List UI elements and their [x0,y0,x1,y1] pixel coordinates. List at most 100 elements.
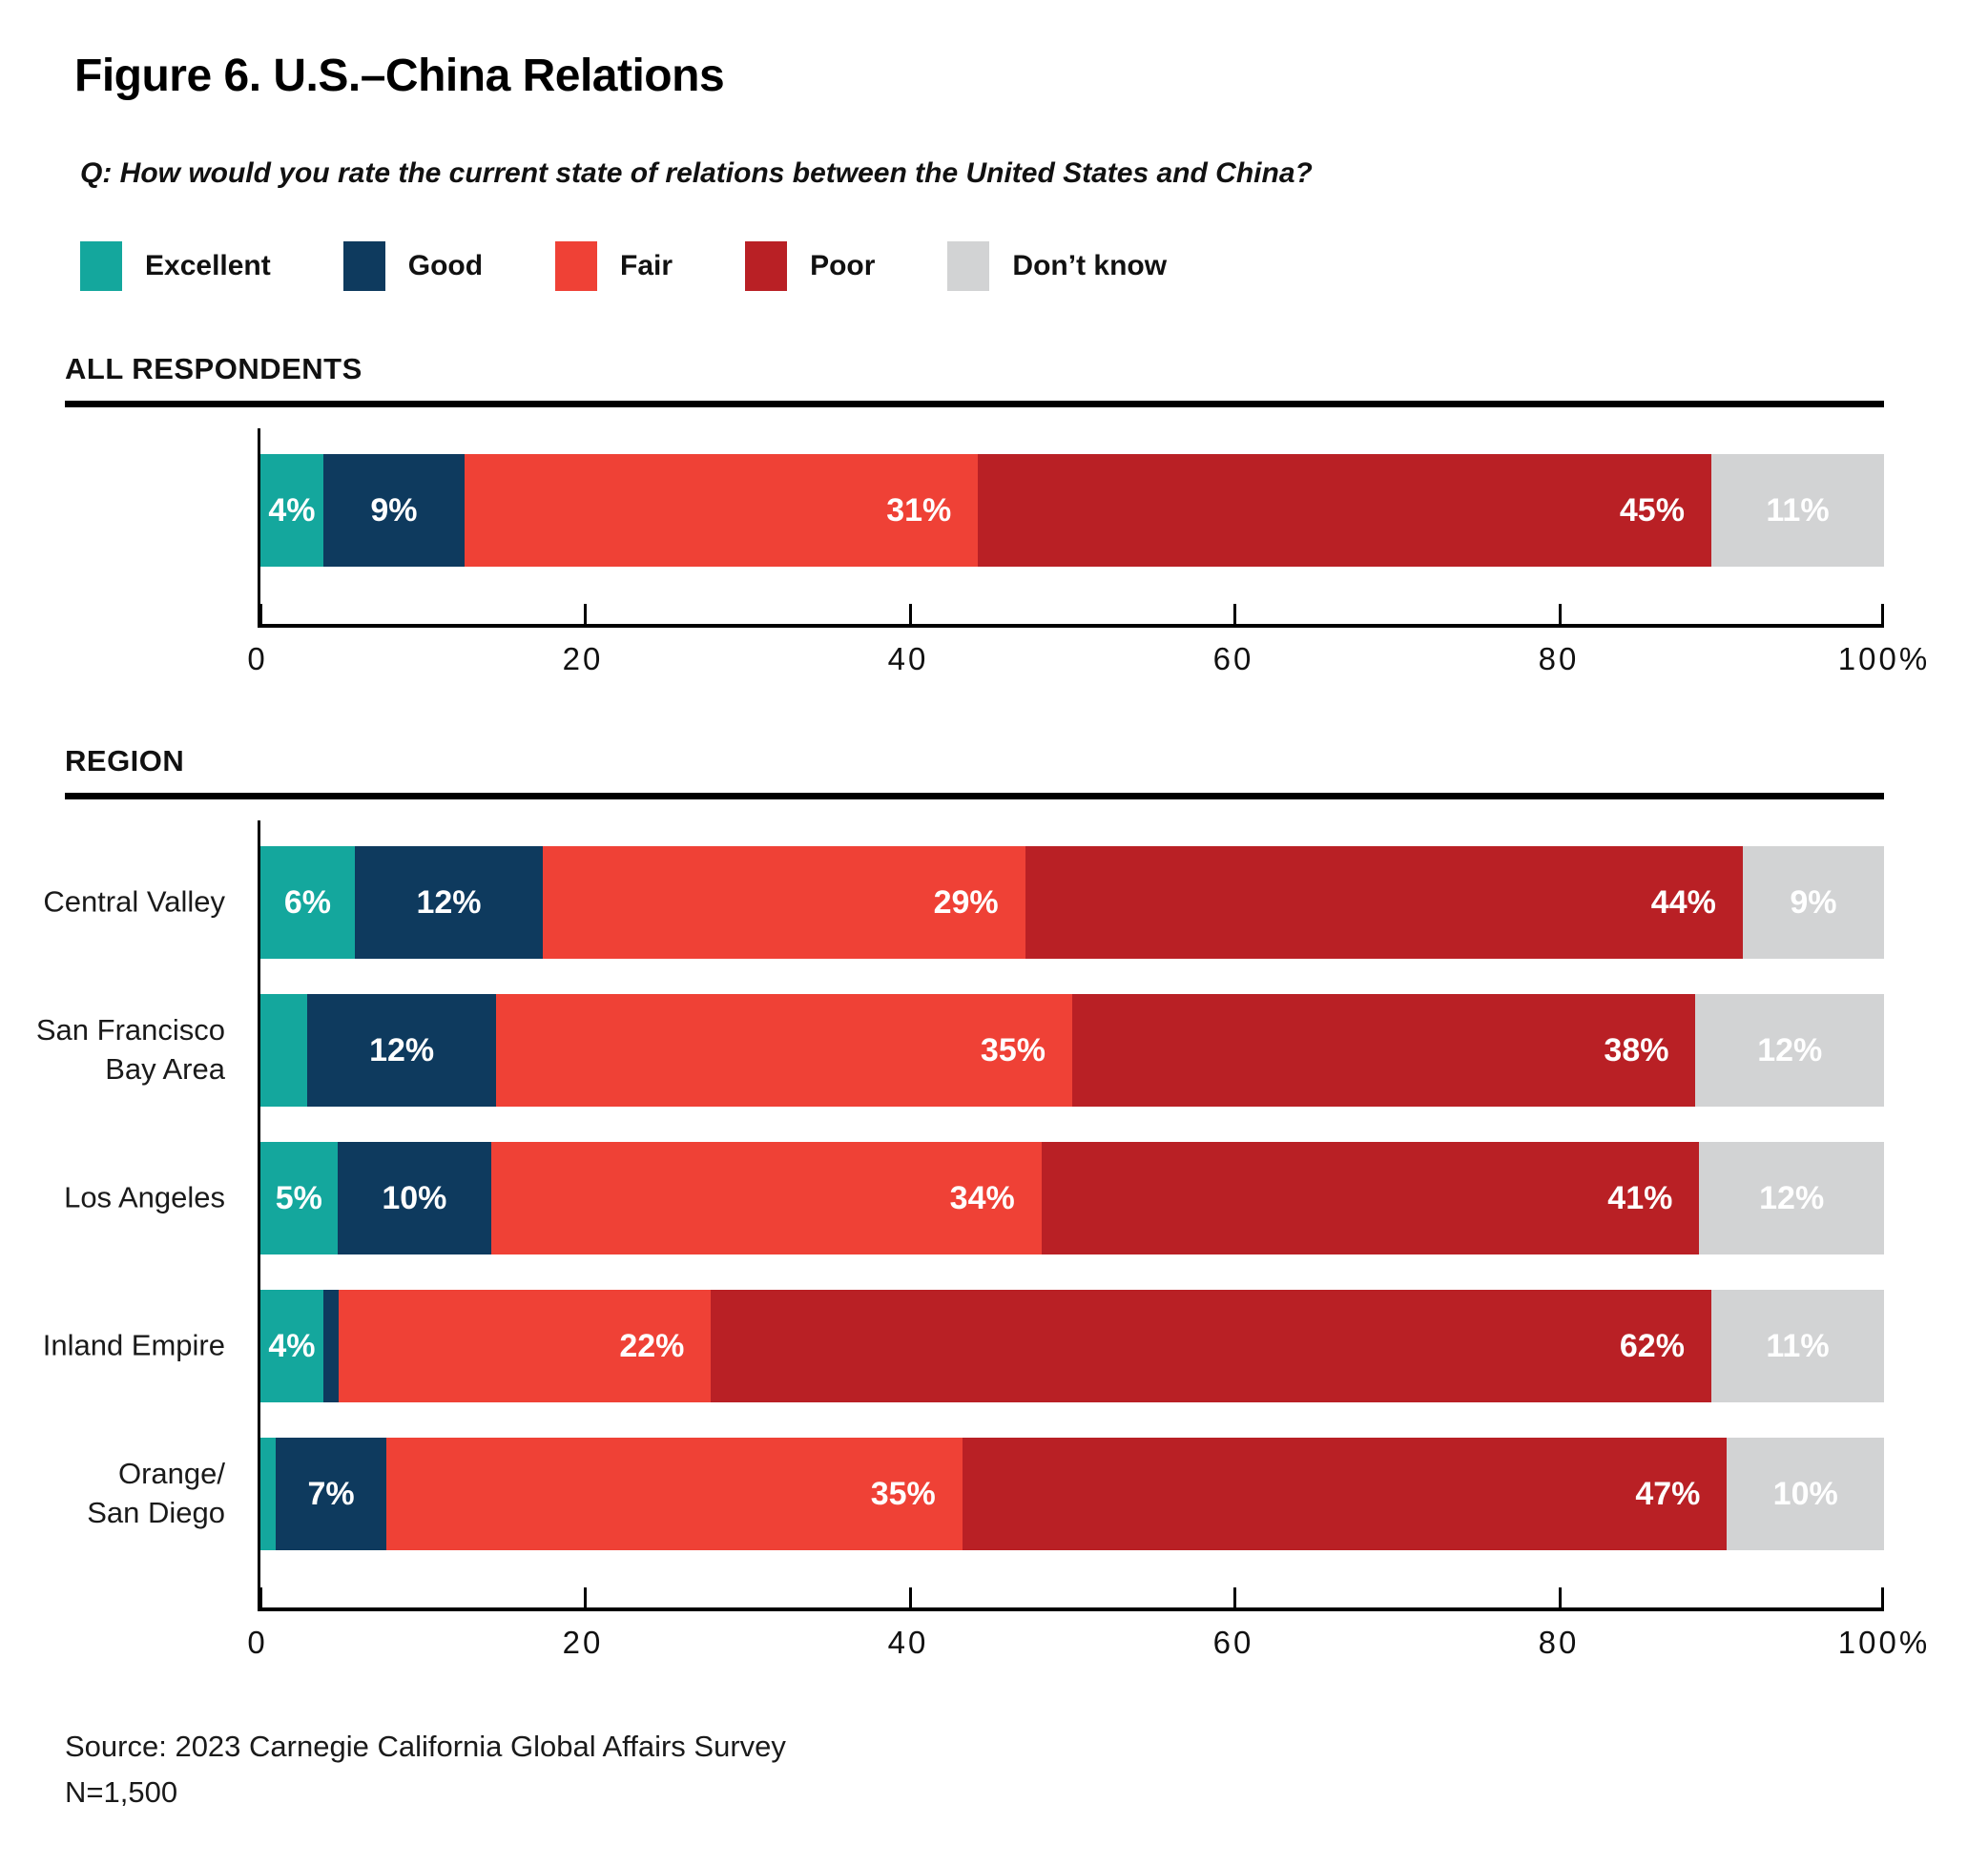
row-label-line: Central Valley [43,884,225,919]
axis-tick [1881,1587,1884,1607]
axis-tick-label: 0 [247,1625,268,1660]
segment-value-label: 35% [870,1475,936,1512]
row-label: San Francisco Bay Area [36,1011,225,1089]
axis-tick [584,604,588,624]
segment-value-label: 9% [1790,883,1837,921]
legend-label: Excellent [145,250,271,281]
legend-item-poor: Poor [745,241,875,291]
row-label: Central Valley [43,883,225,923]
bar-row-orange-san-diego: Orange/San Diego 7% 35% 47% 10% [87,1438,1884,1550]
bar-segment-don-t-know: 9% [1742,846,1884,959]
bar-segment-fair: 31% [464,454,979,567]
axis-tick [1558,604,1562,624]
bar-segment-poor: 41% [1041,1142,1700,1254]
bar-row-san-francisco-bay-area: San Francisco Bay Area 12% 35% 38% 12% [36,994,1884,1107]
segment-value-label: 4% [268,491,316,529]
bar-segment-fair: 34% [491,1142,1042,1254]
segment-value-label: 38% [1604,1031,1669,1068]
bar-row: 4% 9% 31% 45% 11% [260,454,1885,567]
bar-segment-good: 12% [354,846,544,959]
bar-segment-fair: 29% [543,846,1025,959]
segment-value-label: 34% [949,1179,1015,1216]
axis-tick [1881,604,1884,624]
bar-segment-don-t-know: 11% [1710,1290,1884,1402]
axis-tick-label: 40 [887,641,929,676]
row-label: Inland Empire [43,1327,225,1366]
axis-tick-label: 20 [562,641,604,676]
sample-size: N=1,500 [65,1775,178,1810]
bar-row-los-angeles: Los Angeles 5% 10% 34% 41% 12% [64,1142,1884,1254]
legend-swatch-excellent-icon [80,241,122,291]
axis-tick [259,1587,262,1607]
section-header-all-respondents: ALL RESPONDENTS [65,352,362,385]
segment-value-label: 12% [369,1031,435,1068]
segment-value-label: 7% [307,1475,355,1512]
segment-value-label: 47% [1635,1475,1701,1512]
plot-all-respondents: 4% 9% 31% 45% 11% [258,428,1885,628]
segment-value-label: 11% [1766,1327,1830,1364]
legend-label: Fair [620,250,673,281]
row-label-line: Orange/ [117,1457,225,1491]
bar-segment-excellent: 4% [260,1290,323,1402]
bar-segment-excellent [260,994,308,1107]
row-label-line: San Francisco [35,1013,225,1047]
segment-value-label: 44% [1650,883,1716,921]
axis-tick-label: 100% [1837,1625,1931,1660]
row-label-line: Bay Area [105,1052,225,1086]
bar-segment-don-t-know: 12% [1699,1142,1884,1254]
bar-segment-excellent: 6% [260,846,355,959]
segment-value-label: 12% [1757,1031,1823,1068]
axis-tick [908,1587,912,1607]
axis-tick [1558,1587,1562,1607]
bar-segment-good: 7% [276,1438,386,1550]
legend-swatch-fair-icon [555,241,598,291]
bar-row-central-valley: Central Valley 6% 12% 29% 44% 9% [43,846,1884,959]
bar-segment-don-t-know: 11% [1710,454,1885,567]
question-text: Q: How would you rate the current state … [80,157,1313,189]
axis-tick-label: 60 [1212,1625,1254,1660]
legend-item-don-t-know: Don’t know [947,241,1167,291]
axis-tick-label: 80 [1538,1625,1580,1660]
source-block: Source: 2023 Carnegie California Global … [65,1724,1884,1815]
x-axis-labels: 0 20 40 60 80 100% [247,1625,1927,1667]
bar-segment-excellent [260,1438,277,1550]
bar-segment-poor: 38% [1071,994,1696,1107]
segment-value-label: 6% [283,883,331,921]
segment-value-label: 22% [619,1327,685,1364]
legend-swatch-poor-icon [745,241,788,291]
row-label: Los Angeles [64,1179,225,1218]
legend-swatch-don-t-know-icon [947,241,990,291]
segment-value-label: 9% [370,491,418,529]
bar-segment-good: 12% [307,994,496,1107]
figure-page: Figure 6. U.S.–China Relations Q: How wo… [36,51,1927,1815]
bar-row-inland-empire: Inland Empire 4% 22% 62% 11% [43,1290,1884,1402]
bar-segment-poor: 47% [962,1438,1728,1550]
charts-container: ALL RESPONDENTS 4% 9% 31% 45% 11% 0 20 40 60 80 100… [36,352,1927,1667]
legend-item-good: Good [342,241,484,291]
row-label: Orange/San Diego [87,1455,225,1533]
bar-segment-fair: 35% [385,1438,963,1550]
segment-value-label: 10% [382,1179,447,1216]
legend-label: Don’t know [1012,250,1168,281]
row-label-line: San Diego [87,1496,225,1529]
axis-tick-label: 80 [1538,641,1580,676]
bar-segment-fair: 22% [339,1290,712,1402]
section-rule [65,793,1884,799]
bar-segment-poor: 62% [711,1290,1711,1402]
axis-tick [1233,1587,1237,1607]
bar-segment-poor: 45% [978,454,1711,567]
row-label-line: Inland Empire [42,1328,225,1362]
legend-item-excellent: Excellent [80,241,271,291]
segment-value-label: 12% [1759,1179,1825,1216]
segment-value-label: 35% [980,1031,1046,1068]
segment-value-label: 29% [933,883,999,921]
segment-value-label: 4% [268,1327,316,1364]
segment-value-label: 45% [1619,491,1685,529]
bar-segment-good: 10% [337,1142,492,1254]
axis-tick-label: 0 [247,641,268,676]
legend-label: Poor [810,250,876,281]
bar-segment-excellent: 4% [260,454,323,567]
segment-value-label: 41% [1607,1179,1673,1216]
plot-region: Central Valley 6% 12% 29% 44% 9% San Francisco… [36,820,1884,1611]
legend-label: Good [407,250,484,281]
